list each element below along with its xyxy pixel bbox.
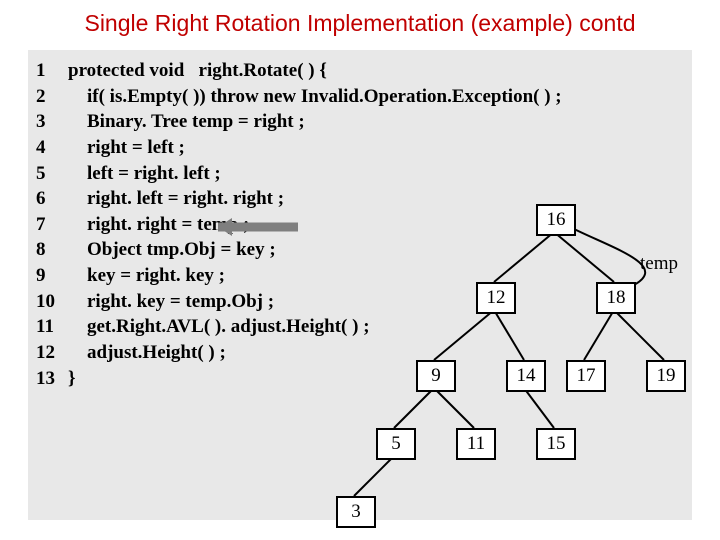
tree-node-14: 14 xyxy=(506,360,546,392)
tree-diagram: 1612189141719511153temp xyxy=(28,50,692,520)
tree-node-9: 9 xyxy=(416,360,456,392)
tree-edge xyxy=(354,456,394,496)
tree-node-3: 3 xyxy=(336,496,376,528)
tree-node-12: 12 xyxy=(476,282,516,314)
tree-edge xyxy=(394,388,434,428)
slide-title: Single Right Rotation Implementation (ex… xyxy=(0,10,720,37)
highlight-arrow-head xyxy=(218,218,232,236)
tree-edge xyxy=(434,388,474,428)
content-panel: 1protected void right.Rotate( ) {2 if( i… xyxy=(28,50,692,520)
tree-edge xyxy=(494,310,524,360)
tree-edge xyxy=(494,232,554,282)
tree-node-11: 11 xyxy=(456,428,496,460)
tree-edges xyxy=(28,50,692,520)
tree-edge xyxy=(554,232,614,282)
tree-node-5: 5 xyxy=(376,428,416,460)
tree-node-16: 16 xyxy=(536,204,576,236)
tree-edge xyxy=(434,310,494,360)
tree-node-18: 18 xyxy=(596,282,636,314)
tree-node-19: 19 xyxy=(646,360,686,392)
tree-node-17: 17 xyxy=(566,360,606,392)
tree-edge xyxy=(614,310,664,360)
tree-edge xyxy=(584,310,614,360)
temp-label: temp xyxy=(640,253,678,275)
tree-edge xyxy=(524,388,554,428)
tree-node-15: 15 xyxy=(536,428,576,460)
